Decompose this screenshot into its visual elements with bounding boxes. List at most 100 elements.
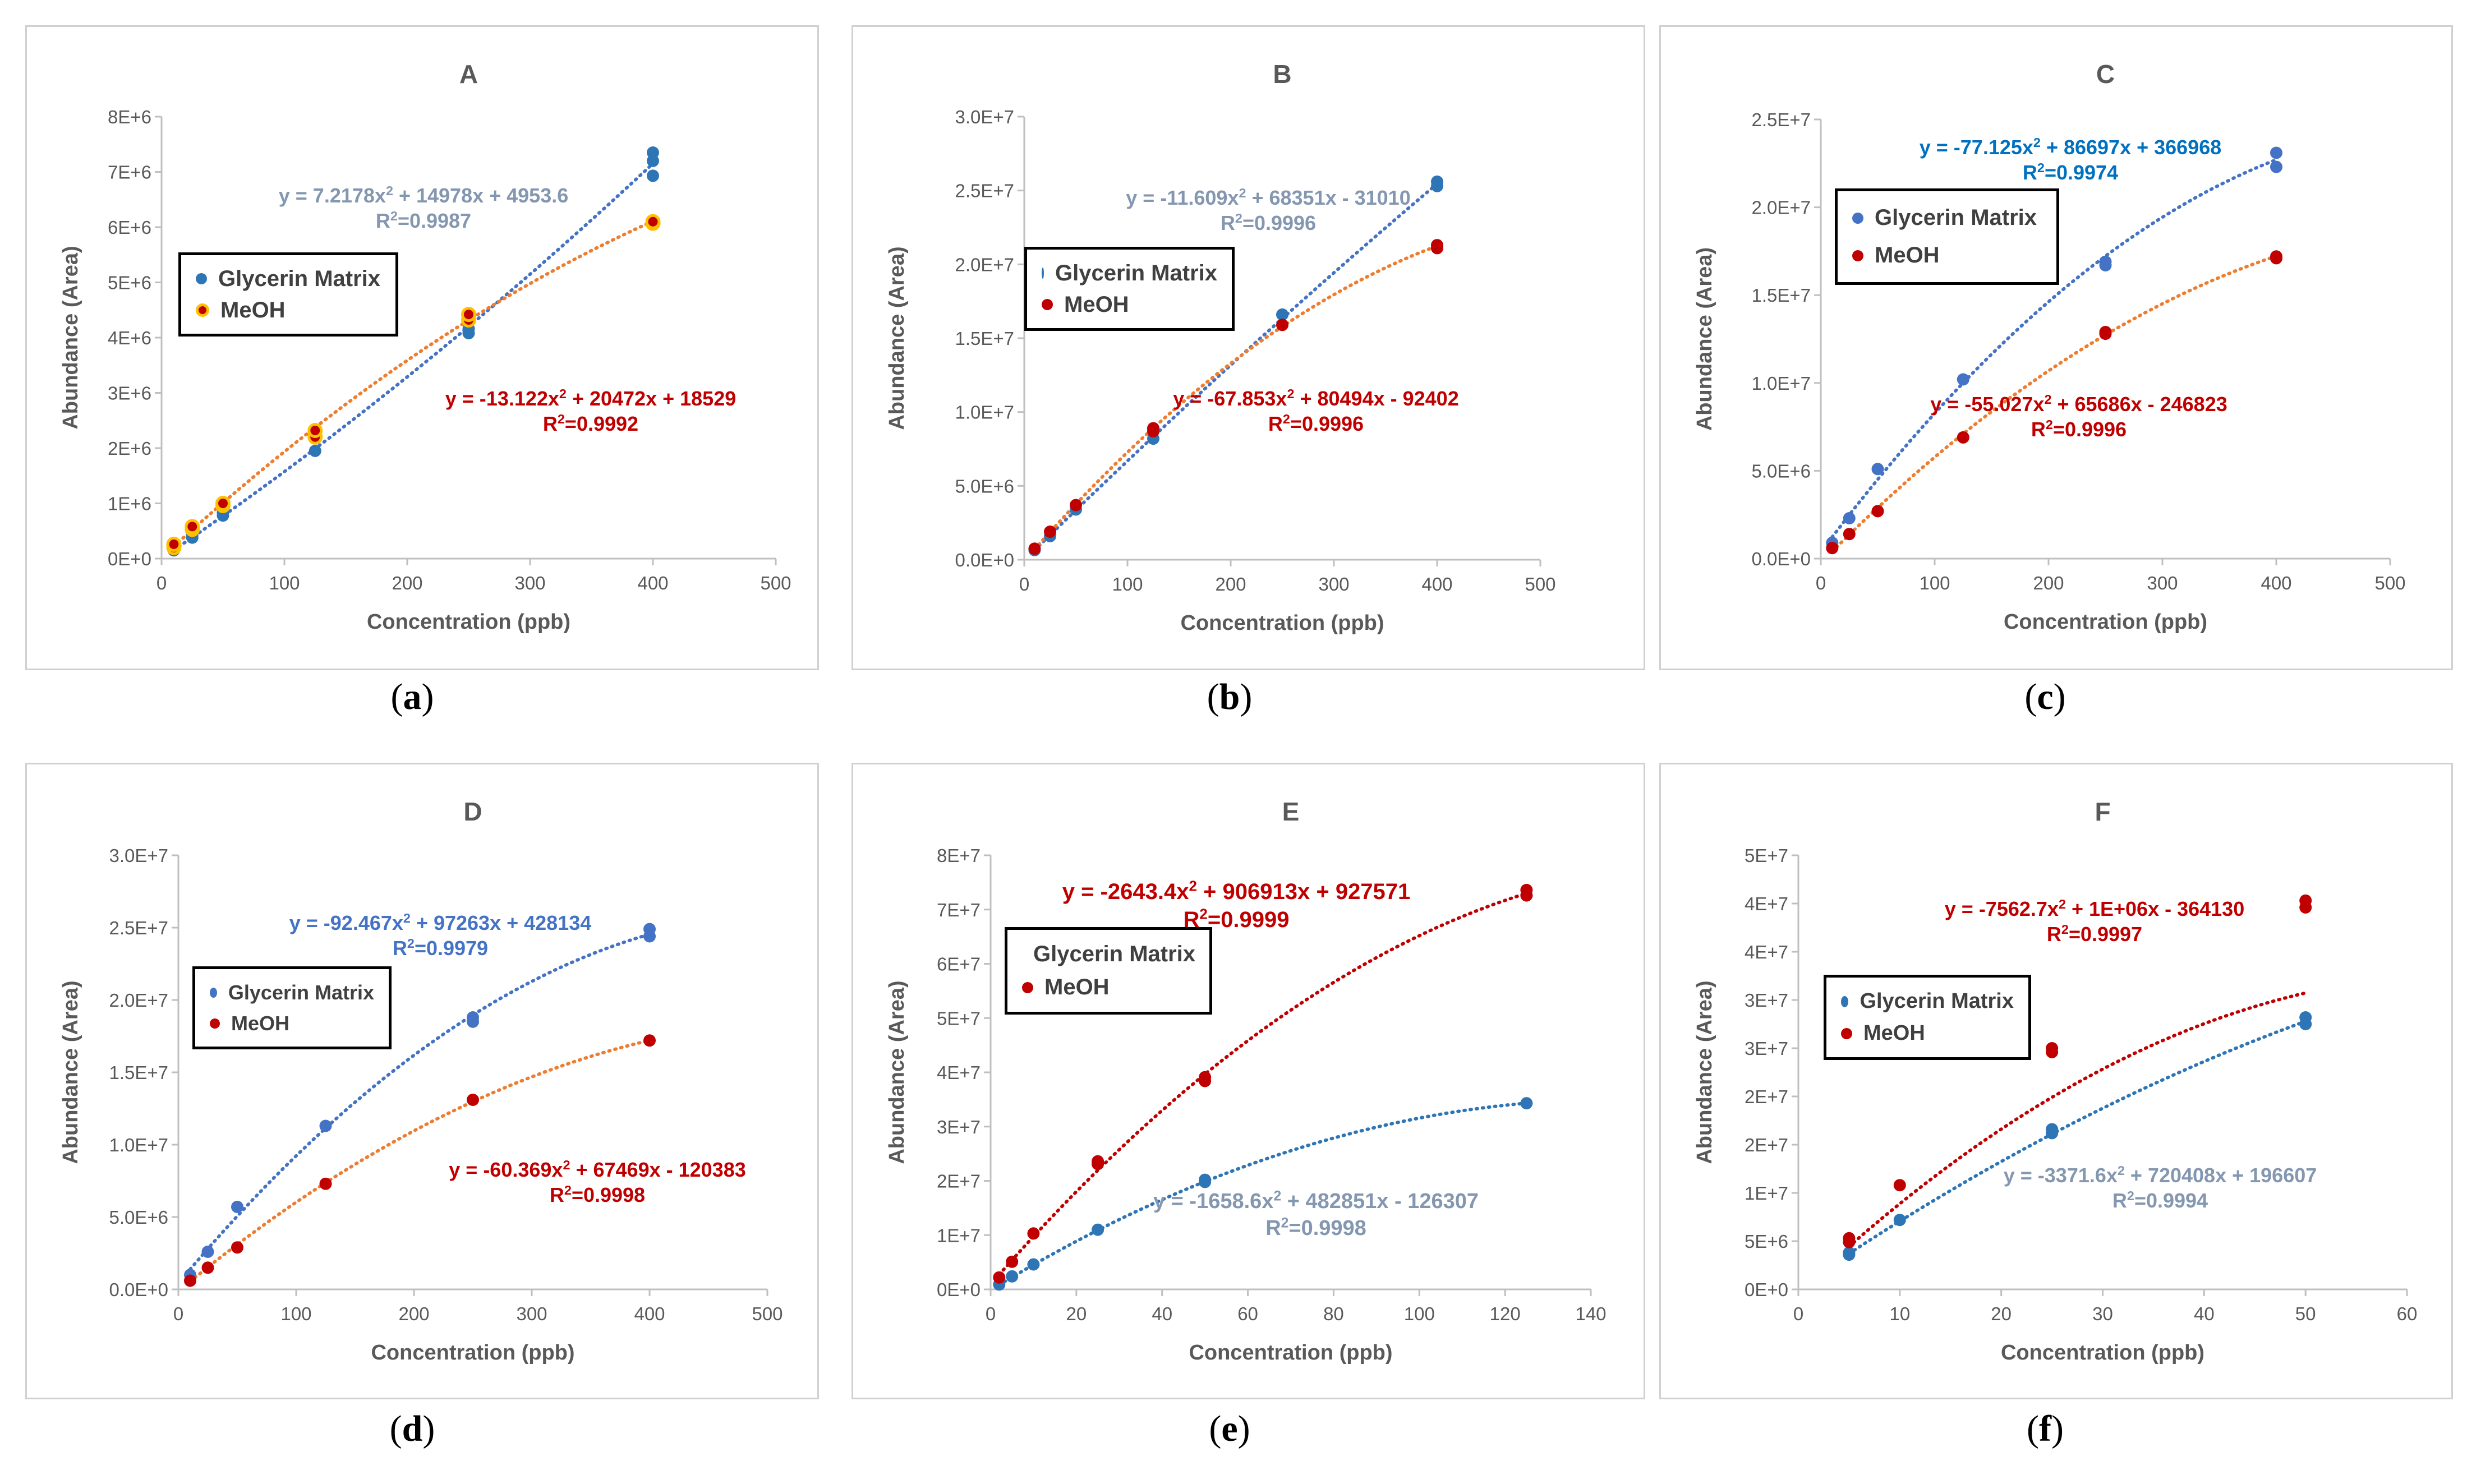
chart-panel-d: D 0.0E+0 5.0E+6 1.0E+7 1.5E+7 2.0E+7 2.5E+7 3.0… bbox=[25, 763, 819, 1399]
data-point-meoh bbox=[319, 1177, 332, 1190]
panel-caption: (b) bbox=[1207, 676, 1253, 717]
x-tick-label: 500 bbox=[1525, 574, 1555, 594]
x-tick-label: 200 bbox=[392, 573, 422, 593]
y-tick-label: 2.5E+7 bbox=[955, 181, 1014, 201]
x-tick-label: 400 bbox=[637, 573, 668, 593]
r-squared-text: R2=0.9998 bbox=[549, 1183, 646, 1206]
data-point-meoh bbox=[1070, 499, 1082, 511]
data-point-glycerin bbox=[1199, 1173, 1212, 1186]
legend-marker-icon bbox=[1042, 299, 1053, 310]
legend-item-meoh: MeOH bbox=[1852, 237, 2042, 274]
trendline-meoh bbox=[1033, 244, 1439, 551]
data-point-meoh bbox=[1199, 1071, 1212, 1084]
x-tick-label: 100 bbox=[1919, 573, 1950, 593]
r-squared-text: R2=0.9974 bbox=[2022, 160, 2119, 184]
x-tick-label: 300 bbox=[514, 573, 545, 593]
y-tick-label: 3E+7 bbox=[1745, 1038, 1788, 1059]
trendline-glycerin bbox=[1033, 182, 1439, 552]
trendline-equation-meoh: y = -2643.4x2 + 906913x + 927571 R2=0.999… bbox=[1062, 878, 1411, 934]
legend-item-glycerin: Glycerin Matrix bbox=[1022, 938, 1195, 971]
x-tick-label: 0 bbox=[1793, 1303, 1803, 1324]
y-tick-label: 3E+6 bbox=[108, 383, 151, 404]
equation-text: y = -2643.4x2 + 906913x + 927571 bbox=[1062, 877, 1411, 904]
data-point-glycerin bbox=[2099, 255, 2112, 268]
x-tick-label: 40 bbox=[2194, 1303, 2215, 1324]
y-tick-label: 1.5E+7 bbox=[955, 328, 1014, 349]
data-point-glycerin bbox=[319, 1119, 332, 1132]
data-point-meoh bbox=[1520, 883, 1533, 896]
r-squared-text: R2=0.9996 bbox=[1220, 211, 1317, 234]
chart-panel-e: E 0E+0 1E+7 2E+7 3E+7 4E+7 5E+7 6E+7 7E+7 8E+7 0 20… bbox=[852, 763, 1645, 1399]
trendline-glycerin bbox=[997, 1102, 1529, 1287]
x-tick-label: 20 bbox=[1066, 1303, 1087, 1324]
legend-label: MeOH bbox=[1064, 292, 1129, 317]
panel-caption: (d) bbox=[389, 1408, 435, 1449]
trendline-equation-glycerin: y = -92.467x2 + 97263x + 428134 R2=0.9979 bbox=[289, 910, 592, 961]
y-tick-label: 0.0E+0 bbox=[1751, 549, 1811, 569]
legend-marker-icon bbox=[1042, 268, 1044, 279]
y-tick-label: 8E+6 bbox=[108, 107, 151, 127]
data-point-meoh bbox=[1431, 239, 1443, 252]
y-tick-label: 1.5E+7 bbox=[1751, 285, 1811, 306]
trendline-meoh bbox=[997, 891, 1529, 1276]
y-tick-label: 5E+6 bbox=[1745, 1231, 1788, 1252]
chart-legend: Glycerin Matrix MeOH bbox=[1005, 927, 1212, 1015]
chart-title: F bbox=[2095, 797, 2110, 826]
trendline-equation-glycerin: y = 7.2178x2 + 14978x + 4953.6 R2=0.9987 bbox=[279, 183, 569, 233]
x-tick-label: 500 bbox=[752, 1303, 783, 1324]
y-tick-label: 2.0E+7 bbox=[109, 990, 168, 1011]
data-point-meoh bbox=[166, 536, 182, 552]
data-point-meoh bbox=[1871, 505, 1884, 518]
legend-label: Glycerin Matrix bbox=[218, 266, 381, 291]
x-axis-label: Concentration (ppb) bbox=[2004, 610, 2207, 634]
y-tick-label: 1.0E+7 bbox=[109, 1135, 168, 1155]
trendline-glycerin bbox=[1830, 158, 2278, 539]
y-tick-label: 1E+6 bbox=[108, 494, 151, 514]
x-tick-label: 0 bbox=[1816, 573, 1826, 593]
chart-svg-c: C 0.0E+0 5.0E+6 1.0E+7 1.5E+7 2.0E+7 2.5E+7 0 10… bbox=[1693, 59, 2406, 634]
legend-item-meoh: MeOH bbox=[210, 1008, 374, 1039]
r-squared-text: R2=0.9994 bbox=[2112, 1188, 2208, 1212]
legend-label: Glycerin Matrix bbox=[1875, 205, 2037, 230]
data-point-glycerin bbox=[1843, 1246, 1856, 1259]
data-point-meoh bbox=[643, 1034, 656, 1047]
trendline-equation-glycerin: y = -1658.6x2 + 482851x - 126307 R2=0.999… bbox=[1153, 1188, 1479, 1242]
x-tick-label: 300 bbox=[2147, 573, 2178, 593]
data-point-glycerin bbox=[647, 169, 659, 182]
y-tick-label: 6E+7 bbox=[937, 954, 981, 975]
y-tick-label: 2E+7 bbox=[1745, 1086, 1788, 1107]
data-point-glycerin bbox=[1027, 1258, 1040, 1271]
legend-marker-icon bbox=[210, 1018, 220, 1029]
y-tick-label: 5.0E+6 bbox=[1751, 460, 1811, 481]
equation-text: y = -67.853x2 + 80494x - 92402 bbox=[1173, 386, 1459, 410]
y-tick-label: 1E+7 bbox=[937, 1225, 981, 1246]
data-point-meoh bbox=[184, 1274, 196, 1287]
y-tick-label: 5E+7 bbox=[937, 1008, 981, 1029]
legend-label: Glycerin Matrix bbox=[1033, 942, 1196, 966]
r-squared-text: R2=0.9998 bbox=[1265, 1215, 1366, 1240]
x-tick-label: 100 bbox=[269, 573, 300, 593]
data-point-meoh bbox=[2046, 1042, 2059, 1054]
data-point-meoh bbox=[645, 214, 661, 229]
y-tick-label: 7E+7 bbox=[937, 900, 981, 920]
panel-caption-letter: e bbox=[1221, 1408, 1238, 1449]
x-tick-label: 120 bbox=[1490, 1303, 1521, 1324]
legend-marker-icon bbox=[1022, 981, 1033, 993]
r-squared-text: R2=0.9997 bbox=[2046, 922, 2143, 946]
r-squared-text: R2=0.9979 bbox=[392, 936, 489, 960]
equation-text: y = -11.609x2 + 68351x - 31010 bbox=[1126, 186, 1411, 209]
data-point-glycerin bbox=[1276, 308, 1288, 321]
x-tick-label: 500 bbox=[2374, 573, 2405, 593]
y-tick-label: 6E+6 bbox=[108, 217, 151, 238]
x-tick-label: 60 bbox=[2397, 1303, 2418, 1324]
y-tick-label: 1E+7 bbox=[1745, 1183, 1788, 1204]
legend-marker-icon bbox=[210, 987, 217, 998]
x-axis-label: Concentration (ppb) bbox=[371, 1341, 574, 1365]
x-tick-label: 40 bbox=[1152, 1303, 1172, 1324]
data-point-meoh bbox=[2270, 250, 2282, 263]
y-tick-label: 0.0E+0 bbox=[109, 1279, 168, 1300]
y-tick-label: 1.0E+7 bbox=[955, 402, 1014, 423]
data-point-glycerin bbox=[467, 1011, 479, 1024]
legend-marker-icon bbox=[196, 303, 209, 317]
